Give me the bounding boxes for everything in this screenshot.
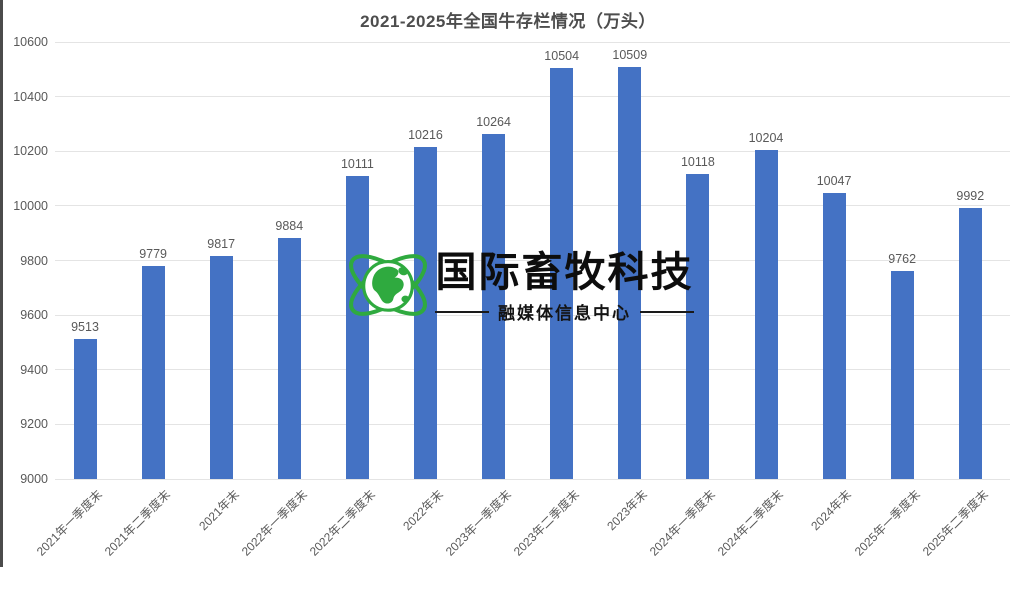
x-axis-tick-label: 2023年末 — [604, 487, 651, 534]
x-axis-tick-label: 2025年二季度末 — [919, 487, 991, 559]
watermark-right-rule — [640, 310, 694, 313]
bar-value-label: 10509 — [612, 47, 648, 62]
gridline — [55, 369, 1010, 371]
watermark-subtitle-row: 融媒体信息中心 — [435, 299, 694, 324]
plot-area: 9513 2021年一季度末 9779 2021年二季度末 9817 2021年末 9884… — [34, 41, 1010, 559]
gridline — [55, 205, 1010, 207]
bar-value-label: 9884 — [275, 218, 304, 233]
globe-logo-icon — [349, 254, 427, 316]
y-axis-tick-label: 10400 — [13, 89, 48, 104]
gridline — [55, 423, 1010, 425]
bar — [345, 175, 369, 479]
x-axis-tick-label: 2021年末 — [195, 487, 242, 534]
watermark-brand: 国际畜牧科技 — [435, 249, 694, 295]
x-axis-tick-label: 2022年一季度末 — [238, 487, 310, 559]
x-axis-tick-label: 2022年二季度末 — [306, 487, 378, 559]
bar-value-label: 9992 — [956, 189, 985, 204]
y-axis-tick-label: 9000 — [20, 472, 48, 486]
bar — [277, 237, 301, 479]
bar — [958, 208, 982, 479]
bar-value-label: 10204 — [748, 131, 784, 146]
x-axis-tick-label: 2021年二季度末 — [102, 487, 174, 559]
bar-value-label: 10264 — [476, 114, 511, 129]
y-axis-tick-label: 10000 — [13, 198, 48, 213]
y-axis: 9000 9200 9400 9600 9800 10000 10200 10400 10600 — [0, 35, 48, 486]
bar — [890, 270, 914, 479]
window-left-edge — [0, 0, 3, 567]
bar — [822, 193, 846, 479]
watermark-left-rule — [435, 310, 489, 313]
bar-value-label: 9513 — [71, 319, 99, 334]
y-axis-tick-label: 10600 — [13, 35, 48, 49]
y-axis-tick-label: 9800 — [20, 253, 48, 268]
watermark: 国际畜牧科技 融媒体信息中心 — [343, 240, 694, 330]
bar-value-label: 9779 — [139, 247, 167, 262]
chart-title: 2021-2025年全国牛存栏情况（万头） — [360, 12, 656, 31]
x-axis-tick-label: 2024年二季度末 — [715, 487, 787, 559]
bar — [686, 173, 710, 479]
bar — [414, 146, 437, 479]
bar-value-label: 10047 — [816, 174, 852, 189]
y-axis-tick-label: 10200 — [13, 144, 48, 159]
gridline — [55, 478, 1010, 480]
bar-value-label: 10504 — [544, 49, 580, 64]
watermark-subtitle: 融媒体信息中心 — [498, 304, 631, 323]
bar — [209, 255, 233, 479]
x-axis-tick-label: 2023年二季度末 — [510, 487, 583, 559]
bar — [618, 66, 642, 479]
watermark-text-block: 国际畜牧科技 融媒体信息中心 — [435, 246, 694, 324]
bar-value-label: 10118 — [680, 154, 715, 169]
x-axis-tick-label: 2022年末 — [400, 487, 446, 534]
gridline — [55, 41, 1010, 43]
gridline — [55, 314, 1010, 316]
gridline — [55, 150, 1010, 152]
bar — [73, 338, 97, 479]
y-axis-tick-label: 9200 — [20, 417, 48, 432]
bar — [754, 150, 778, 479]
x-axis-tick-label: 2024年一季度末 — [647, 487, 719, 559]
y-axis-tick-label: 9600 — [20, 308, 48, 323]
x-axis-tick-label: 2024年末 — [808, 487, 855, 534]
bar-value-label: 10111 — [340, 156, 374, 171]
y-axis-tick-label: 9400 — [20, 362, 48, 377]
bar-value-label: 10216 — [408, 127, 443, 142]
x-axis-tick-label: 2023年一季度末 — [442, 487, 514, 559]
bar-value-label: 9817 — [207, 236, 236, 251]
bar — [141, 266, 165, 479]
bar-value-label: 9762 — [888, 251, 917, 266]
x-axis-tick-label: 2021年一季度末 — [34, 487, 106, 559]
gridline — [55, 260, 1010, 261]
x-axis-tick-label: 2025年一季度末 — [851, 487, 923, 559]
bar — [482, 133, 506, 479]
gridline — [55, 96, 1010, 98]
bar — [550, 68, 574, 479]
